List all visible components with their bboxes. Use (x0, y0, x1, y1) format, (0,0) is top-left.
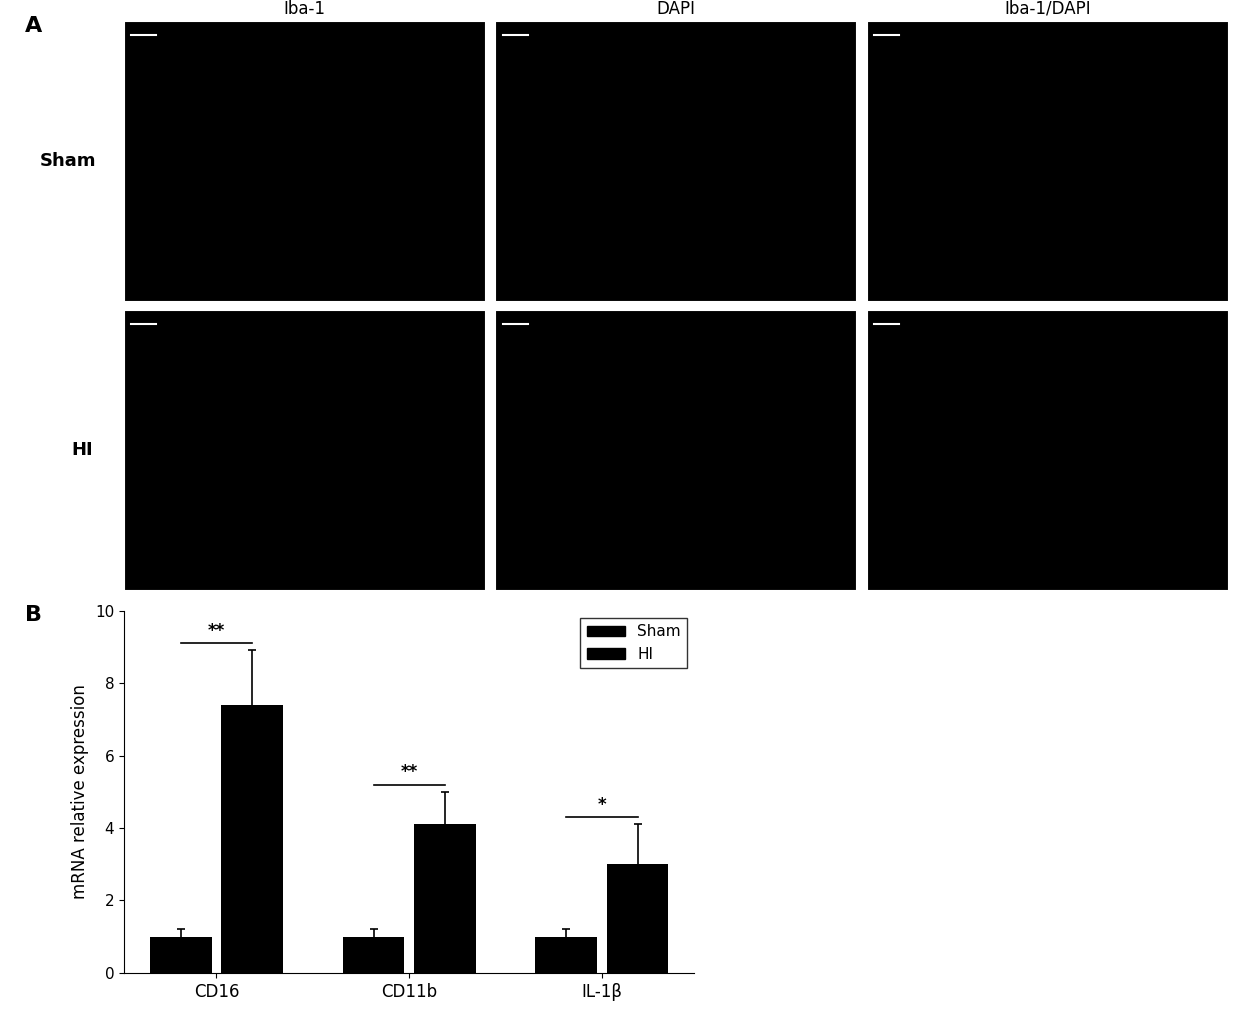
Text: A: A (25, 16, 42, 35)
Y-axis label: HI: HI (72, 441, 93, 459)
Text: *: * (598, 796, 606, 814)
Legend: Sham, HI: Sham, HI (580, 618, 687, 669)
Title: Iba-1: Iba-1 (283, 0, 325, 18)
Bar (606, 864, 668, 973)
Title: DAPI: DAPI (656, 0, 696, 18)
Bar (150, 937, 212, 973)
Y-axis label: Sham: Sham (40, 152, 97, 170)
Bar (536, 937, 598, 973)
Bar (342, 937, 404, 973)
Bar (221, 705, 283, 973)
Text: **: ** (401, 763, 418, 780)
Bar (414, 824, 476, 973)
Title: Iba-1/DAPI: Iba-1/DAPI (1004, 0, 1091, 18)
Text: **: ** (208, 622, 224, 640)
Text: B: B (25, 605, 42, 625)
Y-axis label: mRNA relative expression: mRNA relative expression (72, 684, 89, 899)
